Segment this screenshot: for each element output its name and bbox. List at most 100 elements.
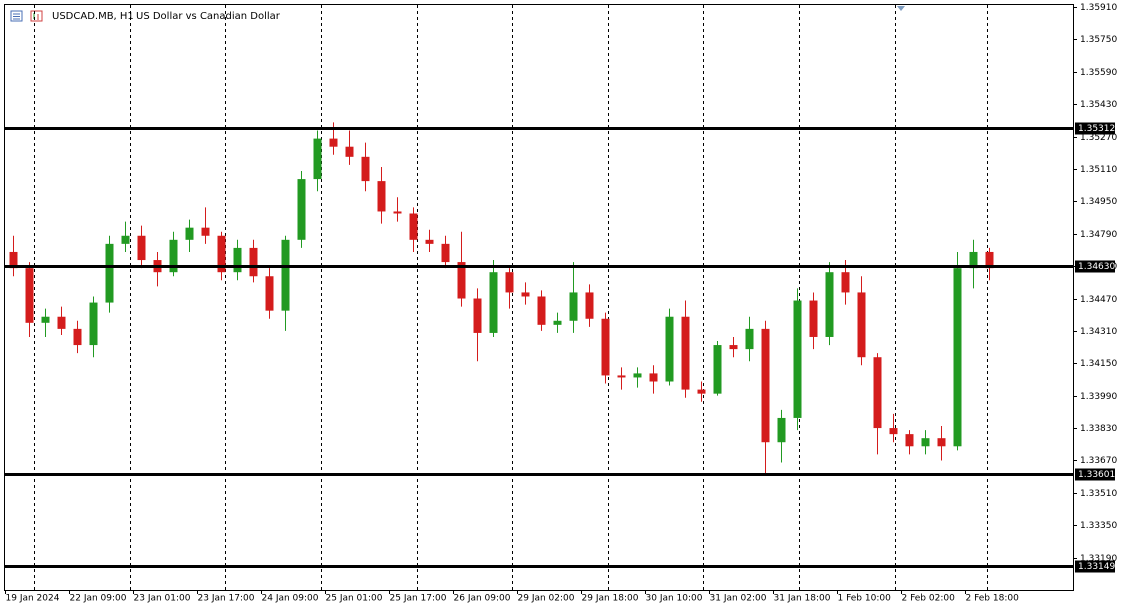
- x-tick-label: 25 Jan 17:00: [390, 594, 447, 604]
- candle-body: [585, 292, 594, 319]
- level-label-box: [1075, 260, 1115, 273]
- x-tick-label: 2 Feb 18:00: [966, 594, 1020, 604]
- x-tick-label: 31 Jan 18:00: [774, 594, 831, 604]
- candle-body: [921, 438, 930, 447]
- candle-body: [713, 345, 722, 394]
- candle-body: [169, 239, 178, 273]
- x-tick-label: 23 Jan 01:00: [134, 594, 191, 604]
- y-tick-label: 1.34150: [1080, 359, 1117, 369]
- candle-body: [73, 328, 82, 346]
- y-tick-label: 1.33990: [1080, 392, 1117, 402]
- candle-body: [41, 316, 50, 323]
- candle-body: [553, 320, 562, 325]
- y-tick-label: 1.35590: [1080, 68, 1117, 78]
- candle-body: [889, 428, 898, 435]
- candle-body: [953, 268, 962, 447]
- candle-body: [233, 247, 242, 273]
- x-tick-label: 29 Jan 18:00: [582, 594, 639, 604]
- candle-body: [809, 300, 818, 337]
- x-tick-label: 1 Feb 10:00: [838, 594, 892, 604]
- level-label: 1.33601: [1078, 470, 1115, 480]
- candle-body: [761, 328, 770, 443]
- y-tick-label: 1.35430: [1080, 100, 1117, 110]
- candle-body: [217, 235, 226, 273]
- candle-body: [793, 300, 802, 418]
- candle-body: [569, 292, 578, 321]
- chart-icon[interactable]: [30, 10, 43, 22]
- x-tick-label: 29 Jan 02:00: [518, 594, 575, 604]
- candle-body: [441, 243, 450, 263]
- candle-body: [905, 434, 914, 447]
- menu-icons[interactable]: [10, 10, 43, 22]
- level-label-box: [1075, 122, 1115, 135]
- x-tick-label: 25 Jan 01:00: [326, 594, 383, 604]
- x-tick-label: 30 Jan 10:00: [646, 594, 703, 604]
- candle-body: [489, 272, 498, 333]
- level-label-box: [1075, 468, 1115, 481]
- x-tick-label: 22 Jan 09:00: [70, 594, 127, 604]
- y-tick-label: 1.34790: [1080, 230, 1117, 240]
- y-tick-label: 1.35910: [1080, 3, 1117, 13]
- y-tick-label: 1.34310: [1080, 327, 1117, 337]
- plot-frame: [4, 4, 1074, 591]
- x-tick-label: 26 Jan 09:00: [454, 594, 511, 604]
- x-tick-label: 23 Jan 17:00: [198, 594, 255, 604]
- candle-body: [121, 235, 130, 244]
- candle-body: [281, 239, 290, 311]
- candle-body: [841, 272, 850, 293]
- candle-body: [745, 328, 754, 350]
- candle-body: [393, 211, 402, 214]
- candle-body: [649, 373, 658, 382]
- candle-body: [521, 292, 530, 297]
- candle-body: [313, 138, 322, 180]
- level-label: 1.34630: [1078, 262, 1115, 272]
- level-label: 1.35312: [1078, 124, 1115, 134]
- x-tick-label: 24 Jan 09:00: [262, 594, 319, 604]
- candle-body: [185, 227, 194, 240]
- candle-body: [345, 146, 354, 157]
- candle-body: [265, 276, 274, 311]
- y-tick-label: 1.35270: [1080, 133, 1117, 143]
- candle-body: [873, 357, 882, 429]
- candle-body: [985, 251, 994, 269]
- level-label-box: [1075, 560, 1115, 573]
- candle-body: [681, 316, 690, 390]
- symbol: USDCAD.MB, H1: [52, 11, 134, 22]
- shift-marker: [897, 6, 905, 11]
- candle-body: [201, 227, 210, 236]
- candle-body: [329, 138, 338, 147]
- x-tick-label: 31 Jan 02:00: [710, 594, 767, 604]
- candle-body: [297, 179, 306, 240]
- candle-body: [137, 235, 146, 261]
- candle-body: [633, 373, 642, 378]
- y-tick-label: 1.33670: [1080, 456, 1117, 466]
- candle-body: [249, 247, 258, 277]
- candle-body: [89, 302, 98, 346]
- candle-body: [457, 262, 466, 299]
- candle-body: [537, 296, 546, 325]
- y-tick-label: 1.35110: [1080, 165, 1117, 175]
- candle-body: [57, 316, 66, 329]
- y-tick-label: 1.33830: [1080, 424, 1117, 434]
- candle-body: [617, 375, 626, 378]
- candle-body: [857, 292, 866, 358]
- candle-body: [473, 298, 482, 333]
- candle-body: [825, 272, 834, 337]
- y-tick-label: 1.34950: [1080, 197, 1117, 207]
- description: US Dollar vs Canadian Dollar: [136, 11, 281, 22]
- candle-body: [937, 438, 946, 447]
- candle-body: [777, 417, 786, 443]
- y-tick-label: 1.33350: [1080, 521, 1117, 531]
- candle-body: [665, 316, 674, 382]
- y-tick-label: 1.33190: [1080, 554, 1117, 564]
- x-tick-label: 19 Jan 2024: [6, 594, 60, 604]
- candle-body: [425, 239, 434, 244]
- candle-body: [377, 181, 386, 212]
- y-tick-label: 1.35750: [1080, 35, 1117, 45]
- level-label: 1.33149: [1078, 562, 1115, 572]
- candle-body: [505, 272, 514, 293]
- y-tick-label: 1.33510: [1080, 489, 1117, 499]
